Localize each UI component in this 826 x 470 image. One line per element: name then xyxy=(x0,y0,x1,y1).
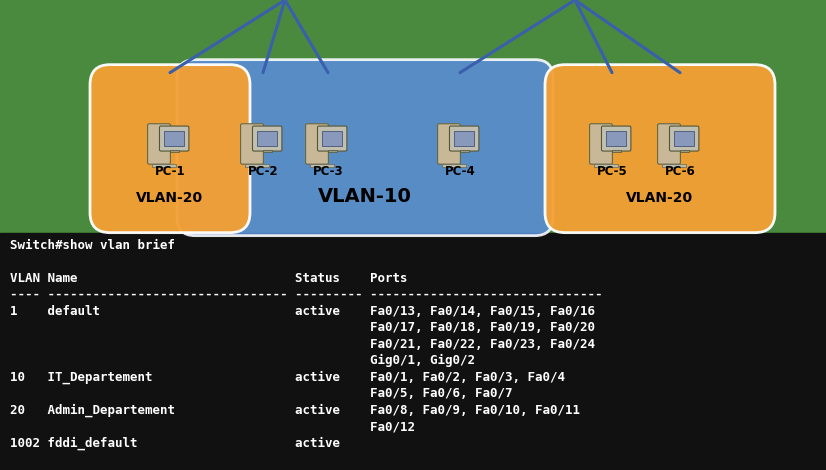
Text: ---- -------------------------------- --------- -------------------------------: ---- -------------------------------- --… xyxy=(10,288,602,301)
FancyBboxPatch shape xyxy=(90,65,250,233)
Text: Fa0/12: Fa0/12 xyxy=(10,420,415,433)
Bar xyxy=(662,164,686,167)
FancyBboxPatch shape xyxy=(657,124,681,164)
FancyBboxPatch shape xyxy=(545,65,775,233)
Text: Fa0/5, Fa0/6, Fa0/7: Fa0/5, Fa0/6, Fa0/7 xyxy=(10,387,512,400)
Text: 1002 fddi_default                     active: 1002 fddi_default active xyxy=(10,437,340,450)
Text: PC-2: PC-2 xyxy=(248,164,278,178)
Bar xyxy=(611,149,621,152)
Bar xyxy=(674,131,695,146)
Text: PC-1: PC-1 xyxy=(154,164,185,178)
Text: Fa0/21, Fa0/22, Fa0/23, Fa0/24: Fa0/21, Fa0/22, Fa0/23, Fa0/24 xyxy=(10,337,595,351)
FancyBboxPatch shape xyxy=(159,126,189,151)
FancyBboxPatch shape xyxy=(438,124,460,164)
Text: Switch#show vlan brief: Switch#show vlan brief xyxy=(10,239,175,251)
Bar xyxy=(164,131,184,146)
Bar xyxy=(680,149,689,152)
FancyBboxPatch shape xyxy=(601,126,631,151)
Text: VLAN Name                             Status    Ports: VLAN Name Status Ports xyxy=(10,272,407,285)
Bar xyxy=(244,164,268,167)
Text: Gig0/1, Gig0/2: Gig0/1, Gig0/2 xyxy=(10,354,475,367)
Text: PC-6: PC-6 xyxy=(665,164,695,178)
Bar xyxy=(442,164,466,167)
Bar xyxy=(257,131,278,146)
FancyBboxPatch shape xyxy=(449,126,479,151)
FancyBboxPatch shape xyxy=(670,126,699,151)
Text: 10   IT_Departement                   active    Fa0/1, Fa0/2, Fa0/3, Fa0/4: 10 IT_Departement active Fa0/1, Fa0/2, F… xyxy=(10,371,565,384)
Bar xyxy=(322,131,343,146)
Bar xyxy=(606,131,626,146)
FancyBboxPatch shape xyxy=(177,60,553,235)
FancyBboxPatch shape xyxy=(253,126,282,151)
Bar xyxy=(310,164,334,167)
Bar xyxy=(152,164,176,167)
FancyBboxPatch shape xyxy=(240,124,263,164)
Text: VLAN-20: VLAN-20 xyxy=(136,191,203,204)
Bar xyxy=(169,149,178,152)
FancyBboxPatch shape xyxy=(306,124,329,164)
Bar xyxy=(453,131,474,146)
Bar xyxy=(263,149,272,152)
Bar xyxy=(459,149,469,152)
Text: Fa0/17, Fa0/18, Fa0/19, Fa0/20: Fa0/17, Fa0/18, Fa0/19, Fa0/20 xyxy=(10,321,595,334)
Text: PC-4: PC-4 xyxy=(444,164,476,178)
Text: 1    default                          active    Fa0/13, Fa0/14, Fa0/15, Fa0/16: 1 default active Fa0/13, Fa0/14, Fa0/15,… xyxy=(10,305,595,318)
FancyBboxPatch shape xyxy=(590,124,612,164)
Text: PC-5: PC-5 xyxy=(596,164,628,178)
Bar xyxy=(328,149,337,152)
FancyBboxPatch shape xyxy=(148,124,170,164)
Text: VLAN-20: VLAN-20 xyxy=(626,191,694,204)
Text: 20   Admin_Departement                active    Fa0/8, Fa0/9, Fa0/10, Fa0/11: 20 Admin_Departement active Fa0/8, Fa0/9… xyxy=(10,404,580,417)
FancyBboxPatch shape xyxy=(317,126,347,151)
Bar xyxy=(0,0,826,233)
Bar xyxy=(0,233,826,470)
Text: PC-3: PC-3 xyxy=(313,164,344,178)
Text: VLAN-10: VLAN-10 xyxy=(318,187,412,206)
Bar xyxy=(594,164,618,167)
